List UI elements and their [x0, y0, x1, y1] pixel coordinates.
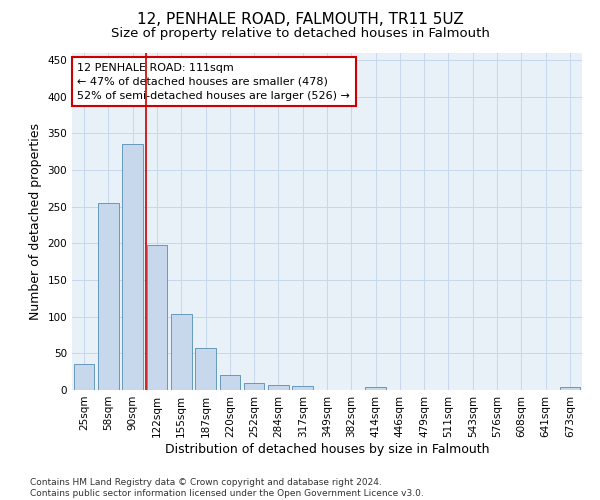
X-axis label: Distribution of detached houses by size in Falmouth: Distribution of detached houses by size …: [165, 442, 489, 456]
Text: Contains HM Land Registry data © Crown copyright and database right 2024.
Contai: Contains HM Land Registry data © Crown c…: [30, 478, 424, 498]
Text: Size of property relative to detached houses in Falmouth: Size of property relative to detached ho…: [110, 28, 490, 40]
Y-axis label: Number of detached properties: Number of detached properties: [29, 122, 42, 320]
Bar: [220, 376, 240, 390]
Bar: [268, 385, 289, 390]
Bar: [244, 382, 265, 390]
Bar: [122, 144, 143, 390]
Bar: [98, 203, 119, 390]
Bar: [171, 314, 191, 390]
Text: 12 PENHALE ROAD: 111sqm
← 47% of detached houses are smaller (478)
52% of semi-d: 12 PENHALE ROAD: 111sqm ← 47% of detache…: [77, 62, 350, 100]
Bar: [292, 386, 313, 390]
Text: 12, PENHALE ROAD, FALMOUTH, TR11 5UZ: 12, PENHALE ROAD, FALMOUTH, TR11 5UZ: [137, 12, 463, 28]
Bar: [195, 348, 216, 390]
Bar: [74, 364, 94, 390]
Bar: [365, 387, 386, 390]
Bar: [146, 246, 167, 390]
Bar: [560, 387, 580, 390]
